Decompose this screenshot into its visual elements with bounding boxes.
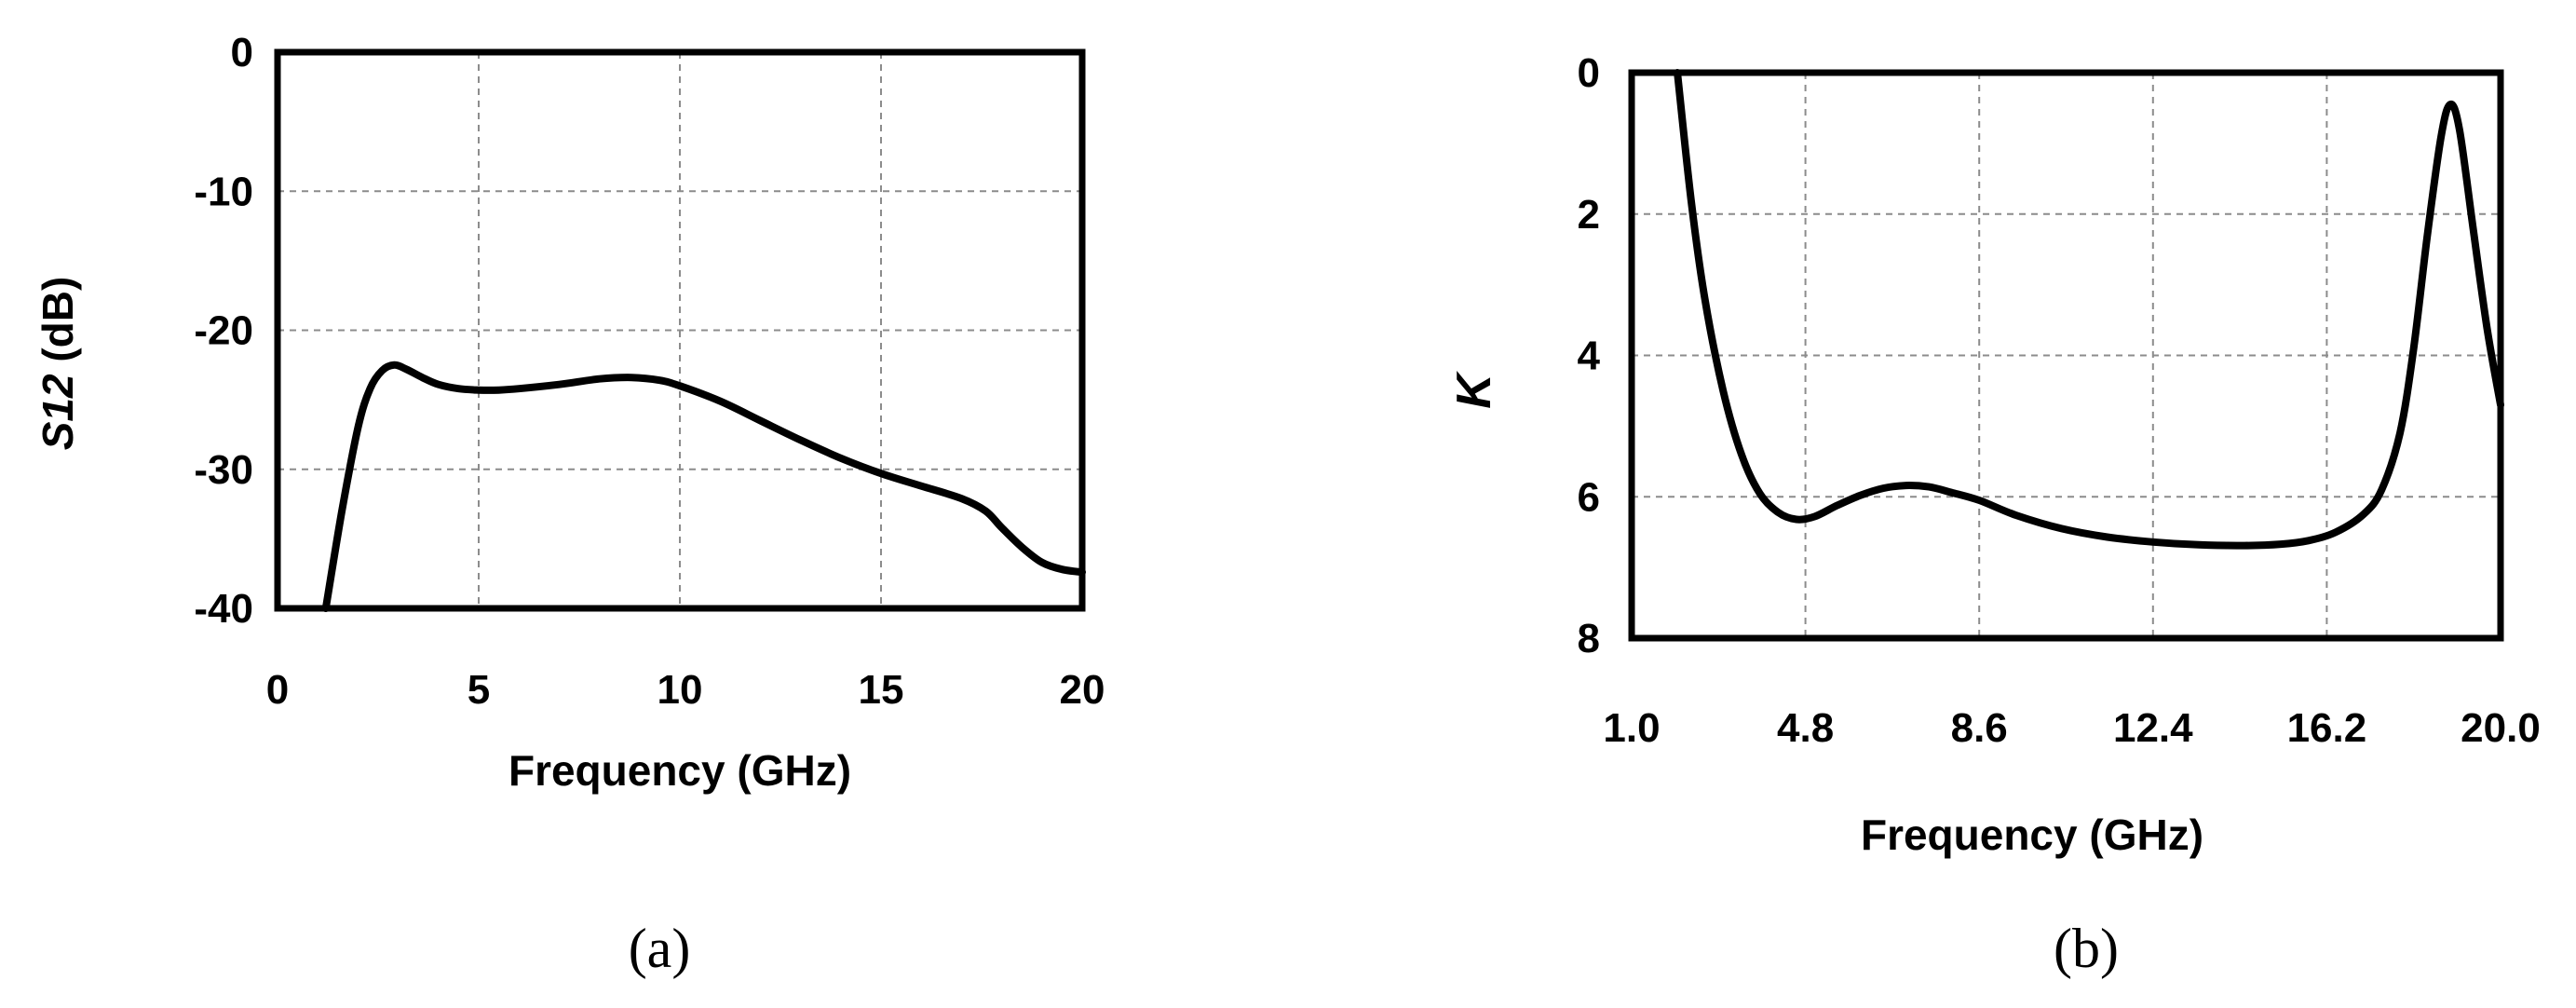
- y-tick-label: 0: [1578, 50, 1600, 96]
- y-axis-title-a: S12 (dB): [34, 277, 82, 451]
- y-tick-label: 8: [1578, 616, 1600, 661]
- k-line: [1674, 69, 2504, 550]
- x-tick-label: 10: [658, 667, 703, 713]
- plot-area-b: [1628, 69, 2504, 642]
- panel-b: 0 2 4 6 8 1.0 4.8 8.6 12.4 16.2 20.0 Frequency (G…: [1447, 50, 2541, 979]
- y-ticks-a: 0 -10 -20 -30 -40: [194, 30, 253, 632]
- x-tick-label: 12.4: [2113, 705, 2193, 751]
- x-tick-label: 16.2: [2287, 705, 2367, 751]
- x-tick-label: 5: [468, 667, 490, 713]
- y-axis-title-b: K: [1447, 371, 1501, 409]
- x-ticks-b: 1.0 4.8 8.6 12.4 16.2 20.0: [1603, 705, 2540, 751]
- x-tick-label: 4.8: [1777, 705, 1834, 751]
- x-tick-label: 0: [266, 667, 289, 713]
- panel-label-a: (a): [629, 918, 691, 979]
- s12-line: [321, 361, 1086, 612]
- x-axis-title-a: Frequency (GHz): [508, 746, 851, 795]
- x-tick-label: 15: [859, 667, 904, 713]
- y-tick-label: 0: [231, 30, 253, 75]
- y-ticks-b: 0 2 4 6 8: [1578, 50, 1601, 661]
- y-axis-var-a: S12: [34, 374, 82, 450]
- x-tick-label: 1.0: [1603, 705, 1660, 751]
- x-tick-label: 20: [1060, 667, 1105, 713]
- x-axis-title-b: Frequency (GHz): [1861, 810, 2203, 859]
- y-tick-label: 6: [1578, 474, 1600, 520]
- x-tick-label: 20.0: [2461, 705, 2541, 751]
- y-tick-label: 2: [1578, 192, 1600, 238]
- plot-area-a: [274, 48, 1086, 612]
- panel-a: 0 -10 -20 -30 -40 0 5 10 15 20 Frequency (GHz) S…: [34, 30, 1105, 979]
- panel-label-b: (b): [2054, 918, 2119, 979]
- y-axis-unit-a: (dB): [34, 277, 82, 362]
- y-tick-label: -20: [194, 308, 253, 354]
- grid-b: [1632, 73, 2501, 638]
- y-tick-label: 4: [1578, 334, 1601, 379]
- x-tick-label: 8.6: [1951, 705, 2008, 751]
- y-tick-label: -30: [194, 447, 253, 493]
- x-ticks-a: 0 5 10 15 20: [266, 667, 1105, 713]
- grid-a: [278, 52, 1082, 608]
- y-tick-label: -40: [194, 586, 253, 632]
- y-tick-label: -10: [194, 169, 253, 214]
